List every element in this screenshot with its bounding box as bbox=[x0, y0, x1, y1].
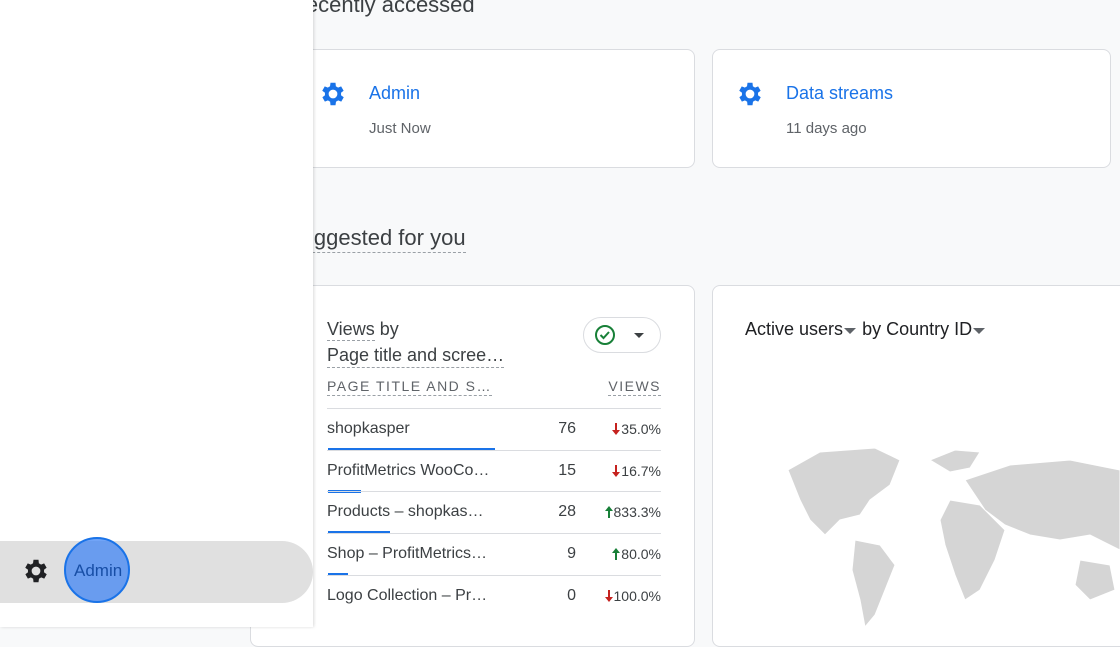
divider bbox=[327, 574, 661, 576]
gear-icon bbox=[322, 82, 344, 106]
map-title: Active users by Country ID bbox=[745, 319, 986, 340]
row-name: Shop – ProfitMetrics… bbox=[327, 545, 488, 563]
trend-arrow bbox=[612, 464, 621, 477]
dimension-dropdown[interactable]: by Country ID bbox=[862, 319, 973, 339]
change-value: 100.0% bbox=[613, 587, 661, 604]
recent-card[interactable] bbox=[250, 49, 695, 168]
divider bbox=[327, 408, 661, 409]
divider bbox=[327, 533, 661, 535]
recent-item-time: Just Now bbox=[369, 120, 431, 137]
row-name: Products – shopkas… bbox=[327, 503, 484, 521]
trend-arrow bbox=[604, 589, 613, 602]
divider bbox=[327, 449, 661, 451]
metric-dropdown[interactable]: Active users bbox=[745, 319, 844, 339]
world-map bbox=[787, 447, 1120, 627]
views-bar bbox=[328, 489, 361, 493]
row-change: 100.0% bbox=[604, 588, 661, 604]
row-change: 16.7% bbox=[611, 463, 661, 479]
compare-button[interactable] bbox=[583, 317, 661, 353]
column-header[interactable]: VIEWS bbox=[608, 378, 661, 396]
recent-item-time: 11 days ago bbox=[786, 120, 867, 137]
recent-item-label[interactable]: Data streams bbox=[786, 83, 894, 103]
change-value: 833.3% bbox=[613, 504, 661, 521]
row-views: 0 bbox=[567, 586, 576, 604]
dropdown-arrow bbox=[844, 328, 857, 334]
views-bar bbox=[328, 448, 495, 451]
sidebar: Admin bbox=[0, 0, 313, 627]
row-change: 80.0% bbox=[611, 546, 661, 562]
trend-arrow bbox=[612, 548, 621, 561]
divider bbox=[327, 491, 661, 493]
change-value: 80.0% bbox=[621, 546, 661, 563]
admin-gear-icon bbox=[25, 559, 47, 583]
row-views: 28 bbox=[558, 503, 576, 521]
row-change: 833.3% bbox=[604, 504, 661, 520]
change-value: 35.0% bbox=[621, 421, 661, 437]
dropdown-arrow bbox=[973, 328, 986, 334]
gear-icon bbox=[739, 82, 761, 106]
section-title: Recently accessed bbox=[290, 0, 475, 17]
row-views: 15 bbox=[558, 461, 576, 479]
change-value: 16.7% bbox=[621, 462, 661, 479]
click-highlight: Admin bbox=[64, 537, 130, 603]
row-views: 9 bbox=[567, 545, 576, 563]
admin-nav-item[interactable] bbox=[0, 541, 313, 603]
metric-name[interactable]: Views bbox=[327, 319, 375, 341]
trend-arrow bbox=[604, 506, 613, 519]
views-bar bbox=[328, 573, 348, 577]
recent-item-label[interactable]: Admin bbox=[369, 83, 421, 103]
card-title: Views by bbox=[327, 319, 399, 341]
column-header[interactable]: PAGE TITLE AND S… bbox=[327, 378, 493, 396]
row-name: Logo Collection – Pr… bbox=[327, 586, 488, 604]
row-name: ProfitMetrics WooCo… bbox=[327, 461, 490, 479]
admin-label[interactable]: Admin bbox=[74, 561, 123, 580]
views-bar bbox=[328, 531, 390, 535]
row-views: 76 bbox=[558, 420, 576, 437]
by-text: by bbox=[379, 319, 399, 339]
row-name: shopkasper bbox=[327, 420, 410, 437]
row-change: 35.0% bbox=[611, 421, 661, 437]
dimension-name[interactable]: Page title and scree… bbox=[327, 345, 505, 368]
button-icons bbox=[595, 325, 644, 345]
trend-arrow bbox=[612, 423, 621, 435]
recent-card[interactable] bbox=[712, 49, 1111, 168]
section-title: Suggested for you bbox=[287, 225, 466, 253]
